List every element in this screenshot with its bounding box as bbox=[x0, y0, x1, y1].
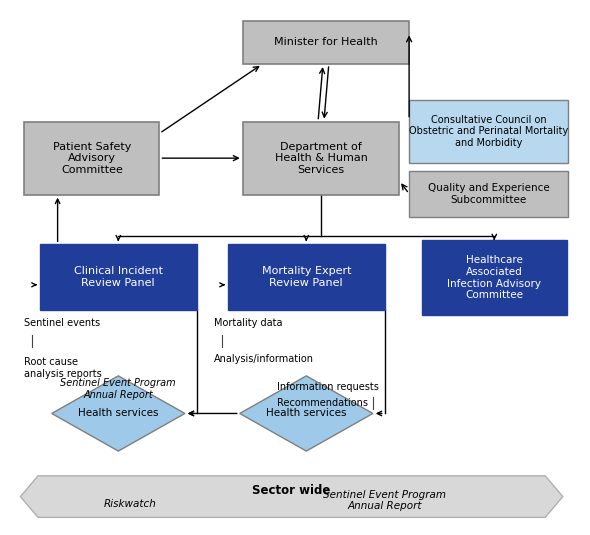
Bar bbox=[228, 244, 385, 310]
Text: Health services: Health services bbox=[78, 408, 159, 418]
Text: Clinical Incident
Review Panel: Clinical Incident Review Panel bbox=[74, 266, 163, 288]
Bar bbox=[242, 121, 399, 195]
Bar bbox=[242, 20, 409, 64]
Bar bbox=[409, 100, 568, 163]
Bar bbox=[409, 171, 568, 217]
Text: Sentinel Event Program
Annual Report: Sentinel Event Program Annual Report bbox=[323, 490, 446, 511]
Text: Mortality data: Mortality data bbox=[214, 318, 283, 328]
Text: Sector wide: Sector wide bbox=[253, 484, 331, 497]
Text: Quality and Experience
Subcommittee: Quality and Experience Subcommittee bbox=[428, 183, 549, 204]
Text: Riskwatch: Riskwatch bbox=[104, 499, 156, 509]
Text: Health services: Health services bbox=[266, 408, 346, 418]
Text: Information requests: Information requests bbox=[277, 382, 379, 392]
Polygon shape bbox=[52, 376, 185, 451]
Text: Minister for Health: Minister for Health bbox=[274, 37, 378, 48]
Text: Sentinel events: Sentinel events bbox=[24, 318, 100, 328]
Text: Patient Safety
Advisory
Committee: Patient Safety Advisory Committee bbox=[53, 142, 131, 175]
Text: Recommendations: Recommendations bbox=[277, 398, 368, 408]
Text: Mortality Expert
Review Panel: Mortality Expert Review Panel bbox=[261, 266, 351, 288]
Polygon shape bbox=[21, 476, 563, 517]
Polygon shape bbox=[240, 376, 373, 451]
Text: Healthcare
Associated
Infection Advisory
Committee: Healthcare Associated Infection Advisory… bbox=[447, 256, 541, 300]
Text: Root cause
analysis reports: Root cause analysis reports bbox=[24, 357, 102, 379]
Text: Analysis/information: Analysis/information bbox=[214, 354, 314, 364]
Bar bbox=[40, 244, 196, 310]
Bar bbox=[24, 121, 159, 195]
Text: Consultative Council on
Obstetric and Perinatal Mortality
and Morbidity: Consultative Council on Obstetric and Pe… bbox=[409, 115, 568, 148]
Bar bbox=[422, 240, 567, 316]
Text: Sentinel Event Program
Annual Report: Sentinel Event Program Annual Report bbox=[61, 378, 176, 400]
Text: Department of
Health & Human
Services: Department of Health & Human Services bbox=[274, 142, 368, 175]
